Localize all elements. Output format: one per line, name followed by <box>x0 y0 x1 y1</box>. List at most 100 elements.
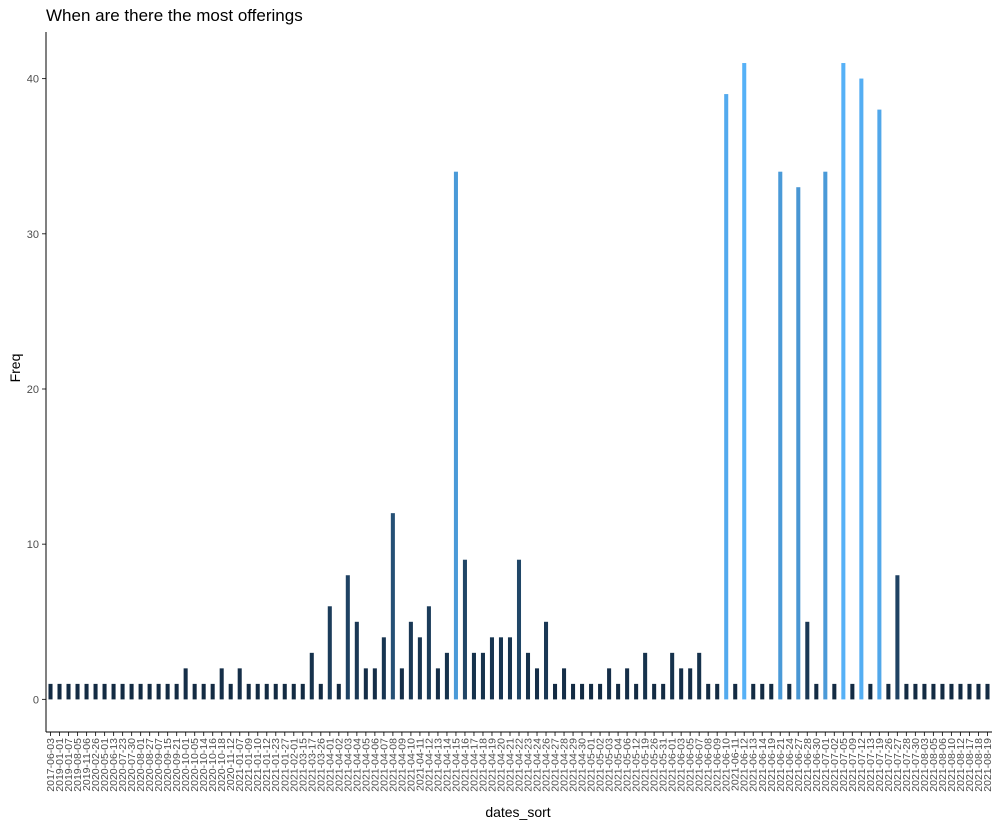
y-tick-label: 30 <box>27 229 39 241</box>
x-tick-label: 2021-02-01 <box>288 738 300 792</box>
bars-group <box>48 63 990 700</box>
bar <box>580 683 585 700</box>
x-tick-label: 2021-04-07 <box>378 738 390 792</box>
bar <box>129 683 134 700</box>
x-tick-label: 2020-07-30 <box>126 738 138 792</box>
x-tick-label: 2020-06-13 <box>108 738 120 792</box>
bar <box>733 683 738 700</box>
bar <box>769 683 774 700</box>
x-tick-label: 2021-07-02 <box>829 738 841 792</box>
x-tick-label: 2021-04-15 <box>450 738 462 792</box>
bar <box>120 683 125 700</box>
bar <box>93 683 98 700</box>
bar <box>850 683 855 700</box>
bar <box>805 621 810 700</box>
x-tick-label: 2021-06-21 <box>775 738 787 792</box>
bar <box>318 683 323 700</box>
bar <box>201 683 206 700</box>
x-tick-label: 2021-08-17 <box>964 738 976 792</box>
x-tick-label: 2021-04-23 <box>523 738 535 792</box>
x-tick-label: 2021-06-27 <box>793 738 805 792</box>
bar <box>688 668 693 700</box>
bar <box>922 683 927 700</box>
x-tick-label: 2020-10-18 <box>216 738 228 792</box>
x-tick-label: 2021-04-06 <box>369 738 381 792</box>
x-tick-label: 2021-01-27 <box>279 738 291 792</box>
x-tick-label: 2021-04-22 <box>514 738 526 792</box>
bar <box>787 683 792 700</box>
y-tick-label: 10 <box>27 539 39 551</box>
bar <box>282 683 287 700</box>
bar <box>616 683 621 700</box>
bar <box>264 683 269 700</box>
bar <box>84 683 89 700</box>
bar <box>300 683 305 700</box>
bar <box>507 637 513 700</box>
bar <box>156 683 161 700</box>
bar <box>904 683 909 700</box>
bar <box>237 668 242 700</box>
x-tick-label: 2021-04-04 <box>351 738 363 792</box>
bar <box>345 575 350 700</box>
bar <box>544 621 549 700</box>
x-tick-label: 2019-08-05 <box>72 738 84 792</box>
x-tick-label: 2021-08-18 <box>973 738 985 792</box>
bar <box>634 683 639 700</box>
bar <box>174 683 179 700</box>
chart-title: When are there the most offerings <box>46 6 303 25</box>
x-tick-label: 2021-04-11 <box>414 738 426 791</box>
x-tick-label: 2021-05-31 <box>658 738 670 792</box>
x-tick-label: 2021-04-18 <box>477 738 489 792</box>
bar <box>796 187 801 700</box>
bar <box>814 683 819 700</box>
x-tick-label: 2021-06-09 <box>712 738 724 792</box>
x-tick-label: 2021-04-21 <box>504 738 516 792</box>
bar <box>327 606 332 700</box>
bar <box>553 683 558 700</box>
x-tick-label: 2021-01-12 <box>261 738 273 792</box>
bar <box>138 683 143 700</box>
bar <box>75 683 80 700</box>
x-tick-label: 2021-06-24 <box>784 738 796 792</box>
x-tick-label: 2021-07-30 <box>910 738 922 792</box>
bar <box>336 683 341 700</box>
bar <box>354 621 359 700</box>
x-tick-label: 2021-05-19 <box>640 738 652 792</box>
bar <box>751 683 756 700</box>
bar <box>228 683 233 700</box>
x-tick-label: 2021-04-13 <box>432 738 444 792</box>
x-tick-label: 2019-01-01 <box>54 738 66 792</box>
x-tick-label: 2021-05-03 <box>604 738 616 792</box>
bar <box>471 652 476 700</box>
x-tick-label: 2020-08-01 <box>135 738 147 792</box>
bar <box>931 683 936 700</box>
x-tick-label: 2021-01-23 <box>270 738 282 792</box>
x-tick-label: 2020-09-21 <box>171 738 183 792</box>
x-tick-label: 2021-05-26 <box>649 738 661 792</box>
x-tick-label: 2021-08-19 <box>982 738 994 792</box>
bar <box>868 683 873 700</box>
x-tick-label: 2021-07-26 <box>883 738 895 792</box>
bar <box>444 652 449 700</box>
bar <box>832 683 837 700</box>
x-tick-label: 2021-08-12 <box>955 738 967 792</box>
x-tick-label: 2021-04-17 <box>468 738 480 792</box>
x-tick-label: 2021-03-17 <box>306 738 318 792</box>
x-tick-label: 2021-04-27 <box>550 738 562 792</box>
x-tick-label: 2020-10-01 <box>180 738 192 792</box>
x-tick-label: 2021-06-03 <box>676 738 688 792</box>
x-tick-label: 2021-04-30 <box>577 738 589 792</box>
bar <box>625 668 630 700</box>
x-tick-label: 2021-04-01 <box>324 738 336 792</box>
bar <box>210 683 215 700</box>
x-tick-label: 2021-05-12 <box>631 738 643 792</box>
bar <box>661 683 666 700</box>
bar <box>823 171 828 700</box>
x-tick-label: 2021-04-03 <box>342 738 354 792</box>
bar <box>102 683 107 700</box>
bar <box>760 683 765 700</box>
x-tick-label: 2021-05-02 <box>595 738 607 792</box>
bar <box>399 668 404 700</box>
x-tick-label: 2021-06-08 <box>703 738 715 792</box>
